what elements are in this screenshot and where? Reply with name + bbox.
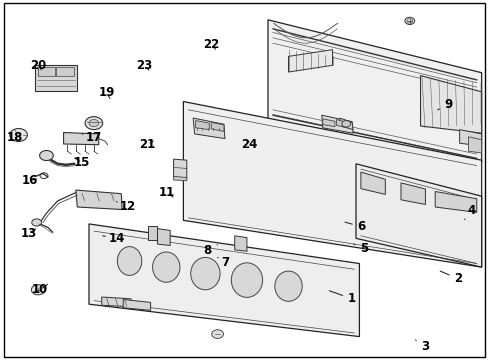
Polygon shape xyxy=(193,118,224,139)
Text: 20: 20 xyxy=(30,59,46,72)
Polygon shape xyxy=(173,159,186,178)
Text: 11: 11 xyxy=(159,186,175,199)
Polygon shape xyxy=(183,102,481,267)
Polygon shape xyxy=(102,297,131,307)
Text: 3: 3 xyxy=(415,340,428,353)
Polygon shape xyxy=(420,76,481,133)
Circle shape xyxy=(211,330,223,338)
Ellipse shape xyxy=(231,263,262,297)
Text: 14: 14 xyxy=(102,232,124,245)
Polygon shape xyxy=(173,176,186,181)
Polygon shape xyxy=(56,67,74,76)
Polygon shape xyxy=(211,122,224,131)
Polygon shape xyxy=(38,67,55,76)
Polygon shape xyxy=(468,137,481,153)
Ellipse shape xyxy=(190,257,220,290)
Polygon shape xyxy=(339,118,352,130)
Text: 22: 22 xyxy=(203,39,219,51)
Text: 21: 21 xyxy=(139,138,156,151)
Polygon shape xyxy=(288,50,332,72)
Text: 4: 4 xyxy=(464,204,475,220)
Circle shape xyxy=(40,150,53,161)
Text: 6: 6 xyxy=(344,220,365,233)
Text: 12: 12 xyxy=(116,201,136,213)
Polygon shape xyxy=(434,192,476,212)
Circle shape xyxy=(85,117,102,130)
Text: 15: 15 xyxy=(74,156,90,169)
Text: 2: 2 xyxy=(439,271,462,285)
Circle shape xyxy=(404,17,414,24)
Polygon shape xyxy=(147,226,157,240)
Text: 19: 19 xyxy=(98,86,115,99)
Text: 9: 9 xyxy=(437,98,452,111)
Polygon shape xyxy=(76,190,122,210)
Circle shape xyxy=(32,219,41,226)
Circle shape xyxy=(10,129,27,141)
Text: 24: 24 xyxy=(241,138,257,151)
Polygon shape xyxy=(322,119,334,127)
Polygon shape xyxy=(459,130,481,146)
Polygon shape xyxy=(35,65,77,91)
Text: 7: 7 xyxy=(217,256,228,269)
Polygon shape xyxy=(321,115,352,133)
Circle shape xyxy=(31,285,45,295)
Text: 1: 1 xyxy=(328,291,355,305)
Polygon shape xyxy=(195,121,209,130)
Polygon shape xyxy=(157,229,170,246)
Polygon shape xyxy=(63,132,99,145)
Text: 17: 17 xyxy=(82,131,102,144)
Text: 16: 16 xyxy=(22,174,39,187)
Polygon shape xyxy=(123,300,150,310)
Polygon shape xyxy=(400,183,425,204)
Polygon shape xyxy=(336,120,346,128)
Polygon shape xyxy=(267,20,481,163)
Circle shape xyxy=(341,121,350,127)
Polygon shape xyxy=(355,164,481,267)
Ellipse shape xyxy=(152,252,180,282)
Text: 13: 13 xyxy=(20,227,37,240)
Circle shape xyxy=(89,120,99,127)
Polygon shape xyxy=(89,224,359,337)
Ellipse shape xyxy=(117,247,142,275)
Polygon shape xyxy=(360,172,385,194)
Polygon shape xyxy=(234,236,246,251)
Text: 23: 23 xyxy=(136,59,152,72)
Text: 5: 5 xyxy=(353,242,367,255)
Ellipse shape xyxy=(274,271,302,301)
Text: 10: 10 xyxy=(32,283,48,296)
Text: 8: 8 xyxy=(203,244,217,257)
Text: 18: 18 xyxy=(6,131,23,144)
